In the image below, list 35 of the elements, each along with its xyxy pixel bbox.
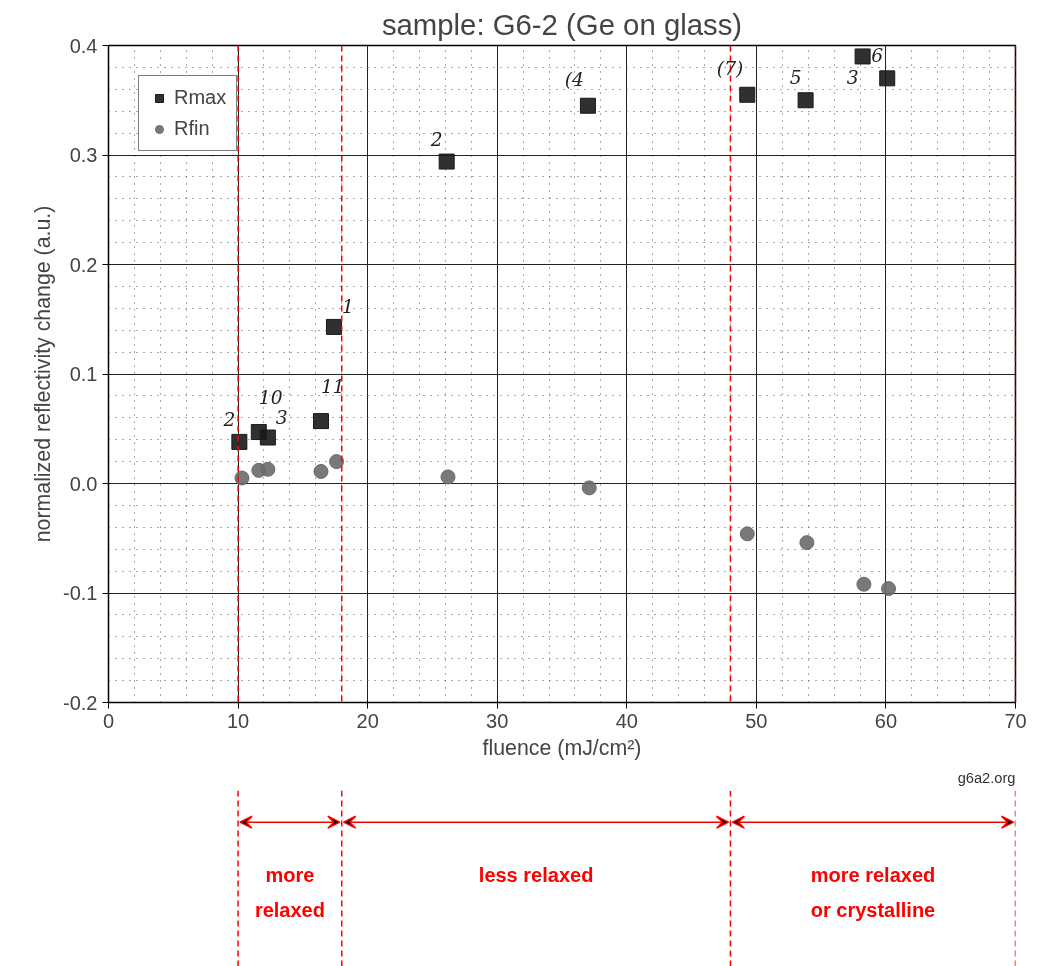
y-tick-label: -0.2 bbox=[63, 691, 98, 714]
y-tick-label: 0.1 bbox=[69, 363, 98, 385]
x-tick-label: 50 bbox=[745, 709, 768, 732]
text: more relaxed or crystalline bbox=[810, 863, 936, 922]
annotation: 2 bbox=[222, 408, 236, 430]
annotation: 2 bbox=[429, 128, 443, 150]
legend-label: Rfin bbox=[174, 117, 210, 140]
annotation: 1 bbox=[341, 295, 354, 317]
annotation: 3 bbox=[275, 406, 288, 428]
text: more relaxed bbox=[254, 863, 325, 922]
y-tick-label: -0.1 bbox=[63, 582, 98, 604]
text: less relaxed bbox=[478, 863, 594, 886]
y-tick-label: 0.2 bbox=[69, 253, 98, 276]
annotation: 6 bbox=[871, 45, 884, 67]
y-tick-label: 0.3 bbox=[69, 144, 98, 166]
legend-label: Rmax bbox=[174, 86, 227, 109]
chart-title: sample: G6-2 (Ge on glass) bbox=[381, 7, 743, 41]
x-tick-label: 10 bbox=[226, 709, 250, 732]
y-tick-label: 0.4 bbox=[69, 34, 98, 57]
x-axis-title: fluence (mJ/cm²) bbox=[482, 735, 642, 760]
annotation: 5 bbox=[789, 67, 802, 89]
y-axis-title: normalized reflectivity change (a.u.) bbox=[31, 205, 56, 543]
x-tick-label: 20 bbox=[356, 709, 379, 732]
text: g6a2.org bbox=[957, 769, 1016, 786]
x-tick-label: 40 bbox=[615, 709, 638, 732]
x-tick-label: 30 bbox=[486, 709, 509, 732]
annotation: (4 bbox=[564, 68, 584, 90]
x-tick-label: 70 bbox=[1004, 709, 1027, 732]
x-tick-label: 60 bbox=[874, 709, 898, 732]
annotation: 10 bbox=[258, 387, 283, 409]
annotation: 3 bbox=[846, 67, 859, 89]
annotation: 11 bbox=[321, 376, 345, 398]
annotation: (7) bbox=[716, 57, 744, 79]
y-tick-label: 0.0 bbox=[69, 472, 98, 495]
x-tick-label: 0 bbox=[102, 709, 115, 732]
